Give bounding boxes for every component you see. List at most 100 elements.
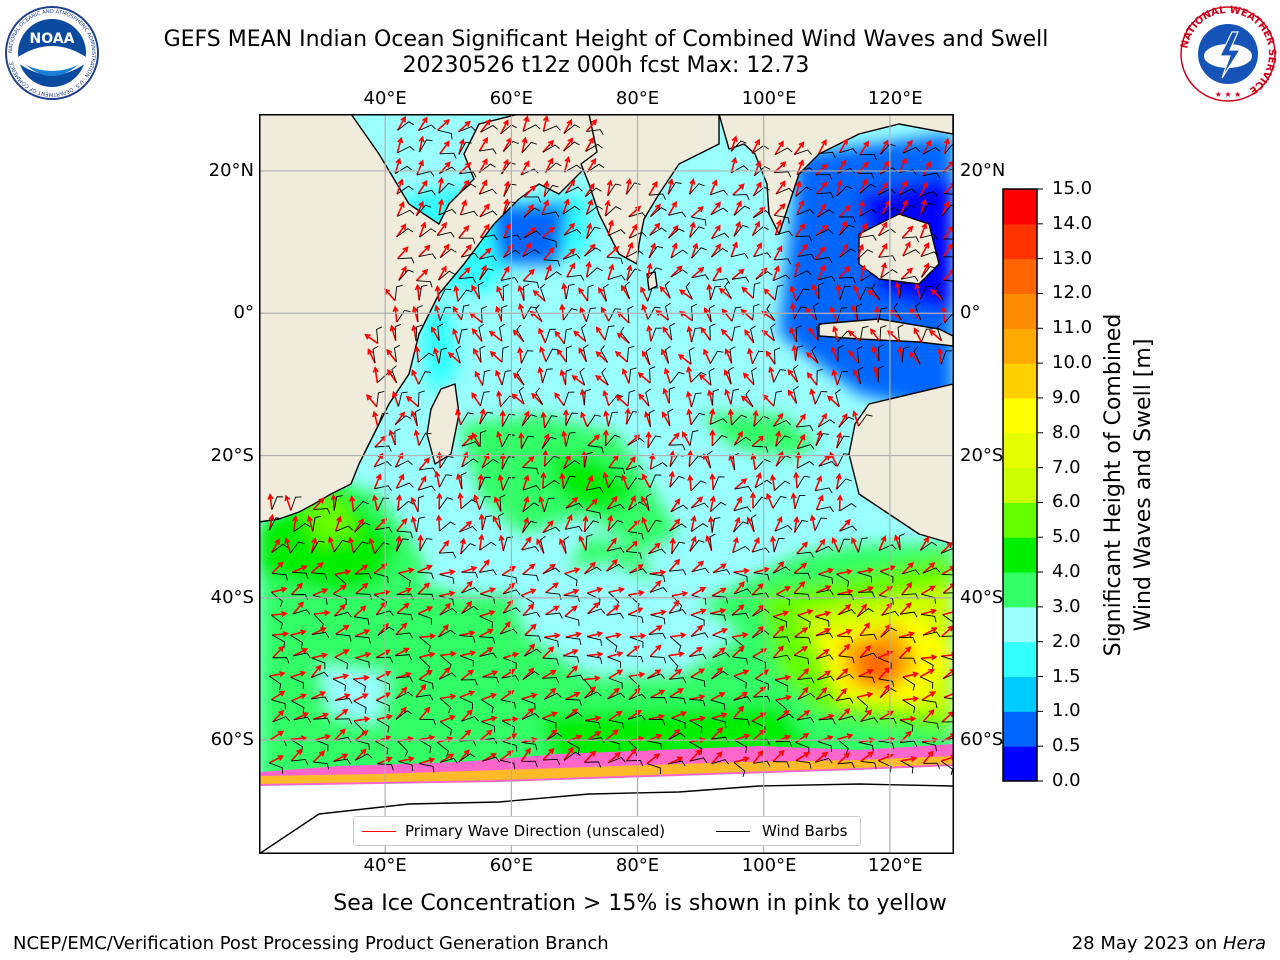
wave-direction-arrow <box>563 120 572 134</box>
wave-arrow-head <box>397 136 404 144</box>
wave-direction-arrow <box>919 537 929 551</box>
wave-direction-arrow <box>753 567 769 574</box>
wave-arrow-head <box>487 628 494 635</box>
wave-arrow-head <box>931 654 938 661</box>
wave-arrow-head <box>499 452 507 460</box>
wind-barb <box>478 476 491 491</box>
wave-direction-arrow <box>838 644 850 657</box>
wind-barb <box>752 303 760 321</box>
wave-arrow-head <box>405 671 412 678</box>
wave-arrow-head <box>441 221 447 229</box>
wind-barb <box>311 696 329 703</box>
wave-direction-arrow <box>857 586 873 594</box>
wave-direction-arrow <box>615 351 628 363</box>
wave-arrow-head <box>474 370 481 378</box>
wind-barb <box>439 607 458 616</box>
wave-arrow-head <box>721 712 728 719</box>
wave-arrow-head <box>835 472 842 480</box>
wave-arrow-head <box>267 493 274 500</box>
wind-barb <box>607 692 626 700</box>
wave-arrow-head <box>538 327 544 335</box>
wind-barb <box>774 347 781 365</box>
wave-arrow-head <box>880 535 887 542</box>
wave-direction-arrow <box>940 625 953 638</box>
wave-direction-arrow <box>682 432 691 446</box>
wave-direction-arrow <box>894 535 902 551</box>
wind-barb <box>419 467 437 474</box>
wave-direction-arrow <box>648 243 656 259</box>
wave-direction-arrow <box>369 538 376 554</box>
wave-arrow-head <box>284 494 291 502</box>
wave-direction-arrow <box>293 712 308 721</box>
wind-barb <box>563 594 581 603</box>
wave-direction-arrow <box>497 391 502 407</box>
wave-arrow-head <box>699 736 706 744</box>
wave-direction-arrow <box>920 585 935 595</box>
wave-direction-arrow <box>690 206 704 218</box>
wave-arrow-head <box>554 330 561 337</box>
wave-direction-arrow <box>751 221 760 237</box>
wave-direction-arrow <box>434 348 440 364</box>
tick-label: 60°S <box>960 729 1004 751</box>
wave-direction-arrow <box>794 224 805 238</box>
wave-arrow-head <box>481 179 488 186</box>
wave-direction-arrow <box>560 370 567 386</box>
wind-barb <box>690 371 707 383</box>
colorbar-tick-label: 3.0 <box>1052 595 1081 617</box>
wind-barb <box>439 152 457 159</box>
wind-barb <box>691 632 709 638</box>
wave-direction-arrow <box>585 200 593 215</box>
wave-direction-arrow <box>649 204 661 218</box>
wave-direction-arrow <box>440 652 456 657</box>
wave-direction-arrow <box>394 307 398 323</box>
wave-arrow-head <box>444 161 451 168</box>
wind-barb <box>899 282 908 299</box>
wave-direction-arrow <box>595 375 609 386</box>
wave-direction-arrow <box>817 265 825 281</box>
wind-barb <box>586 486 604 493</box>
wave-arrow-head <box>542 115 549 122</box>
wind-barb <box>535 387 544 405</box>
wind-barb <box>647 287 659 302</box>
wave-direction-arrow <box>603 391 610 406</box>
wave-arrow-head <box>530 588 537 595</box>
wind-barb <box>355 657 370 669</box>
wave-direction-arrow <box>689 749 701 762</box>
wind-barb <box>565 186 583 194</box>
wave-arrow-head <box>836 494 844 501</box>
wave-direction-arrow <box>353 605 366 618</box>
wind-barb <box>579 367 586 386</box>
wind-barb <box>521 545 540 552</box>
wave-arrow-head <box>763 288 770 295</box>
wave-arrow-head <box>629 456 636 463</box>
wind-barb <box>436 742 449 757</box>
wave-direction-arrow <box>459 539 465 555</box>
wave-arrow-head <box>602 389 609 397</box>
wave-direction-arrow <box>437 266 447 281</box>
wave-arrow-head <box>817 494 824 502</box>
wave-arrow-head <box>640 286 646 293</box>
wave-direction-arrow <box>355 583 368 595</box>
wave-arrow-head <box>753 536 760 544</box>
wave-arrow-head <box>831 537 838 544</box>
wave-direction-arrow <box>581 390 586 406</box>
wind-barb <box>941 204 953 217</box>
wind-barb <box>752 496 768 509</box>
wave-arrow-head <box>923 242 930 249</box>
wave-direction-arrow <box>396 179 403 195</box>
wave-arrow-head <box>528 455 535 463</box>
wind-barb <box>605 206 622 217</box>
wave-direction-arrow <box>629 564 643 574</box>
colorbar-tick-label: 7.0 <box>1052 456 1081 478</box>
wind-barb <box>562 253 581 260</box>
wave-direction-arrow <box>521 708 534 720</box>
wave-direction-arrow <box>922 751 934 764</box>
wave-arrow-head <box>747 347 754 355</box>
wave-arrow-head <box>852 368 859 376</box>
wave-direction-arrow <box>690 625 703 637</box>
wind-barb <box>503 657 517 670</box>
wave-direction-arrow <box>374 518 387 531</box>
wave-arrow-head <box>853 284 859 292</box>
wave-direction-arrow <box>670 265 683 278</box>
wave-direction-arrow <box>628 673 644 678</box>
